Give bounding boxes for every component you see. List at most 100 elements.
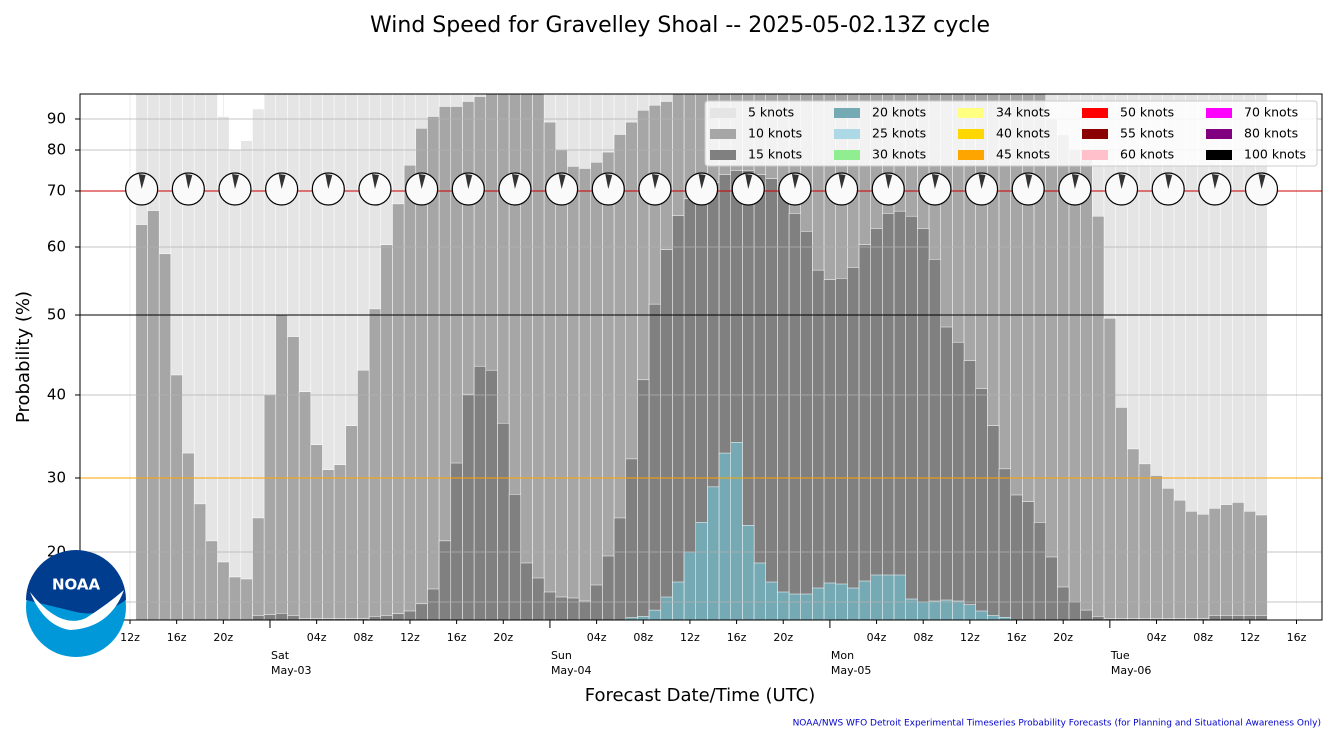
- bar: [928, 600, 941, 621]
- x-tick-label: 16z: [1006, 631, 1027, 644]
- bar: [1255, 514, 1268, 621]
- x-tick-label: 16z: [446, 631, 467, 644]
- bar: [625, 458, 638, 621]
- wind-direction-wedge: [185, 174, 193, 189]
- bar: [252, 615, 265, 621]
- bar: [882, 213, 895, 621]
- bar: [298, 391, 312, 621]
- bar: [928, 259, 941, 621]
- bar: [205, 540, 218, 621]
- bar: [753, 174, 766, 621]
- wind-direction-wedge: [698, 174, 706, 189]
- bar: [357, 369, 370, 621]
- legend-swatch: [958, 129, 984, 139]
- bar: [777, 591, 790, 621]
- bar: [637, 379, 650, 621]
- bar: [858, 580, 871, 621]
- x-tick-label: 04z: [306, 631, 327, 644]
- y-tick-label: 40: [47, 385, 66, 403]
- bar: [415, 603, 428, 621]
- y-axis-label: Probability (%): [13, 291, 34, 423]
- bar: [450, 462, 463, 621]
- wind-direction-wedge: [278, 174, 286, 189]
- x-tick-label: Sun May-04: [550, 649, 592, 677]
- bar: [485, 369, 498, 621]
- bar: [730, 442, 743, 621]
- bar: [1127, 448, 1140, 621]
- x-axis-label: Forecast Date/Time (UTC): [585, 685, 815, 706]
- x-tick-label: Tue May-06: [1110, 649, 1152, 677]
- bar: [777, 190, 790, 621]
- bar: [812, 269, 825, 621]
- bar: [333, 464, 347, 621]
- wind-direction-wedge: [1025, 174, 1033, 189]
- bar: [823, 582, 836, 621]
- bar: [940, 326, 953, 621]
- bar: [322, 469, 335, 621]
- legend-swatch: [1082, 129, 1108, 139]
- x-tick-label: 16z: [166, 631, 187, 644]
- bar: [135, 224, 148, 621]
- bar: [147, 210, 160, 621]
- bar: [648, 609, 662, 621]
- bar: [1232, 615, 1245, 621]
- bar: [1197, 513, 1210, 621]
- bar: [1220, 615, 1233, 621]
- bar: [1057, 586, 1070, 621]
- bar: [765, 581, 778, 621]
- bar: [742, 525, 755, 621]
- x-tick-label: 12z: [1239, 631, 1260, 644]
- wind-direction-wedge: [605, 174, 613, 189]
- bar: [590, 162, 603, 621]
- wind-direction-wedge: [511, 174, 519, 189]
- bar: [1080, 149, 1093, 621]
- bar: [870, 228, 883, 621]
- x-tick-label: 04z: [586, 631, 607, 644]
- x-tick-label: 20z: [773, 631, 794, 644]
- logo-wave: [30, 590, 124, 630]
- logo-text: NOAA: [52, 576, 101, 594]
- bar: [917, 601, 930, 621]
- bar: [1243, 511, 1256, 621]
- chart-title: Wind Speed for Gravelley Shoal -- 2025-0…: [370, 13, 990, 38]
- bar: [637, 616, 650, 621]
- bar: [882, 574, 895, 621]
- bar: [1208, 615, 1221, 621]
- bar: [438, 540, 452, 621]
- wind-direction-wedge: [745, 174, 753, 189]
- bar: [520, 93, 533, 621]
- legend-label: 15 knots: [748, 147, 802, 162]
- bar: [1092, 616, 1105, 621]
- bar: [578, 600, 592, 621]
- bar: [660, 249, 673, 621]
- wind-direction-wedge: [931, 174, 939, 189]
- legend-swatch: [1082, 150, 1108, 160]
- legend-label: 30 knots: [872, 147, 926, 162]
- legend-swatch: [1206, 129, 1232, 139]
- bar: [1092, 215, 1105, 621]
- wind-direction-wedge: [465, 174, 473, 189]
- legend-swatch: [958, 108, 984, 118]
- bar: [287, 615, 300, 621]
- bar: [870, 574, 883, 621]
- bar: [602, 151, 615, 621]
- plot-frame: [79, 93, 1323, 621]
- bar: [1080, 609, 1093, 621]
- legend-swatch: [834, 129, 860, 139]
- legend-swatch: [834, 150, 860, 160]
- wind-direction-wedge: [1118, 174, 1126, 189]
- bar: [963, 604, 976, 621]
- bar: [1185, 511, 1198, 621]
- bar: [858, 244, 871, 621]
- legend-label: 80 knots: [1244, 126, 1298, 141]
- bar: [368, 616, 382, 621]
- x-tick-label: 12z: [120, 631, 140, 644]
- bar: [707, 486, 720, 621]
- wind-direction-wedge: [791, 174, 799, 189]
- bar: [263, 614, 277, 621]
- bar: [695, 522, 708, 621]
- bar: [158, 253, 172, 621]
- bar: [1138, 463, 1151, 621]
- legend-label: 45 knots: [996, 147, 1050, 162]
